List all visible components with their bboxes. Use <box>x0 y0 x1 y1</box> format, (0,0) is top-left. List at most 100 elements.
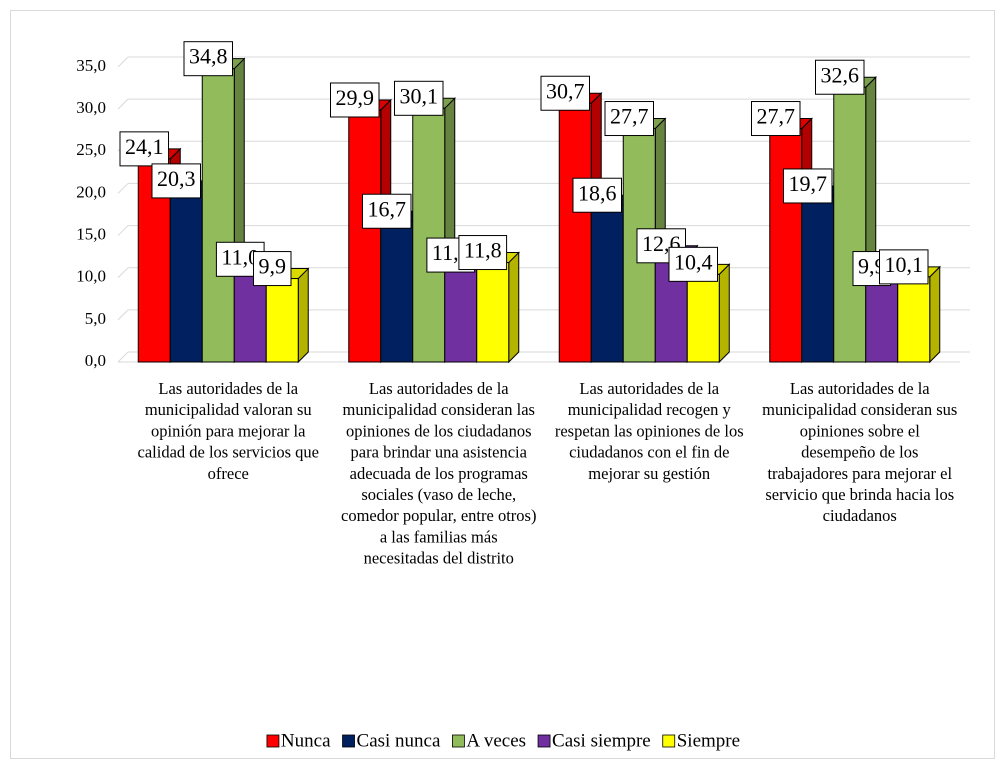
value-label-box <box>458 235 508 271</box>
bar <box>201 68 235 363</box>
value-label: 24,1 <box>119 131 169 167</box>
bar <box>380 220 414 363</box>
value-label-box <box>783 168 833 204</box>
y-tick-label: 15,0 <box>76 224 106 243</box>
value-label-text: 30,1 <box>400 83 439 108</box>
value-label-text: 11,8 <box>464 238 502 263</box>
value-label-box <box>879 249 929 285</box>
bar <box>558 102 592 363</box>
value-label-box <box>151 163 201 199</box>
grid-side <box>117 267 129 279</box>
value-label: 10,4 <box>668 246 718 282</box>
value-label-box <box>253 251 292 287</box>
bar <box>348 109 382 363</box>
value-label: 29,9 <box>330 82 380 118</box>
legend-label: Nunca <box>281 730 331 751</box>
value-label-box <box>119 131 169 167</box>
value-label-text: 18,6 <box>578 180 617 205</box>
value-label: 18,6 <box>572 177 622 213</box>
y-tick-label: 0,0 <box>85 351 106 370</box>
value-label: 30,1 <box>394 80 444 116</box>
value-label: 30,7 <box>540 75 590 111</box>
bar <box>476 262 510 363</box>
bar <box>590 204 624 363</box>
value-label: 32,6 <box>815 59 865 95</box>
value-label: 16,7 <box>362 193 412 229</box>
y-tick-label: 20,0 <box>76 182 106 201</box>
value-label-text: 16,7 <box>368 196 407 221</box>
x-tick-label: Las autoridades de la municipalidad valor… <box>138 379 319 483</box>
y-tick-label: 35,0 <box>76 56 106 75</box>
legend-label: A veces <box>466 730 526 751</box>
value-label: 10,1 <box>879 249 929 285</box>
value-label-text: 10,4 <box>674 249 713 274</box>
value-label-box <box>604 101 654 137</box>
value-label: 9,9 <box>253 251 292 287</box>
value-label-box <box>815 59 865 95</box>
y-tick-label: 30,0 <box>76 98 106 117</box>
bar <box>769 128 803 363</box>
legend: Nunca Casi nunca A veces Casi siempre Siempr… <box>266 730 740 751</box>
value-label: 20,3 <box>151 163 201 199</box>
value-label-box <box>394 80 444 116</box>
y-tick-label: 25,0 <box>76 140 106 159</box>
value-label-text: 30,7 <box>546 78 585 103</box>
legend-label: Casi siempre <box>552 730 651 751</box>
value-label-box <box>330 82 380 118</box>
value-label: 11,0 <box>215 241 265 277</box>
value-label-text: 34,8 <box>189 44 228 69</box>
value-label-text: 27,7 <box>610 104 649 129</box>
value-label: 27,7 <box>751 101 801 137</box>
value-label-text: 20,3 <box>157 166 196 191</box>
value-label-box <box>751 101 801 137</box>
value-label-box <box>362 193 412 229</box>
value-label-box <box>183 41 233 77</box>
value-label: 34,8 <box>183 41 233 77</box>
legend-swatch <box>342 734 355 748</box>
value-label-text: 32,6 <box>821 62 860 87</box>
x-tick-label: Las autoridades de la municipalidad consi… <box>341 379 536 568</box>
value-label-text: 29,9 <box>336 85 375 110</box>
bar <box>686 273 720 363</box>
bar <box>265 278 299 363</box>
grid-side <box>117 351 129 363</box>
bar <box>412 107 446 363</box>
grid-side <box>117 309 129 321</box>
y-tick-label: 5,0 <box>85 309 106 328</box>
value-label-box <box>572 177 622 213</box>
value-label: 11,8 <box>458 235 508 271</box>
bar <box>897 276 931 363</box>
legend-swatch <box>537 734 551 748</box>
bar-side <box>718 263 730 364</box>
value-label-box <box>668 246 718 282</box>
legend-swatch <box>266 734 280 748</box>
bar-side <box>929 265 941 364</box>
value-label: 27,7 <box>604 101 654 137</box>
legend-label: Casi nunca <box>357 730 441 751</box>
chart-border <box>10 10 995 759</box>
legend-swatch <box>662 734 676 748</box>
legend-label: Siempre <box>677 730 740 751</box>
x-tick-label: Las autoridades de la municipalidad consi… <box>762 379 957 525</box>
bar <box>833 86 867 363</box>
value-label: 19,7 <box>783 168 833 204</box>
value-label-text: 27,7 <box>757 104 796 129</box>
bar <box>801 195 835 363</box>
bar-side <box>297 267 309 364</box>
value-label-text: 24,1 <box>125 134 164 159</box>
value-label-text: 9,9 <box>259 254 287 279</box>
value-label-text: 19,7 <box>789 171 828 196</box>
grid-side <box>117 56 129 68</box>
grid-side <box>117 183 129 194</box>
y-tick-label: 10,0 <box>76 267 106 286</box>
value-label-text: 10,1 <box>885 252 924 277</box>
grid-side <box>117 98 129 110</box>
bar <box>865 278 899 363</box>
grid-side <box>117 225 129 236</box>
x-tick-label: Las autoridades de la municipalidad recog… <box>555 379 744 483</box>
value-label-text: 11,0 <box>221 244 259 269</box>
legend-swatch <box>452 734 465 748</box>
bar <box>169 190 203 363</box>
bar <box>444 264 478 363</box>
